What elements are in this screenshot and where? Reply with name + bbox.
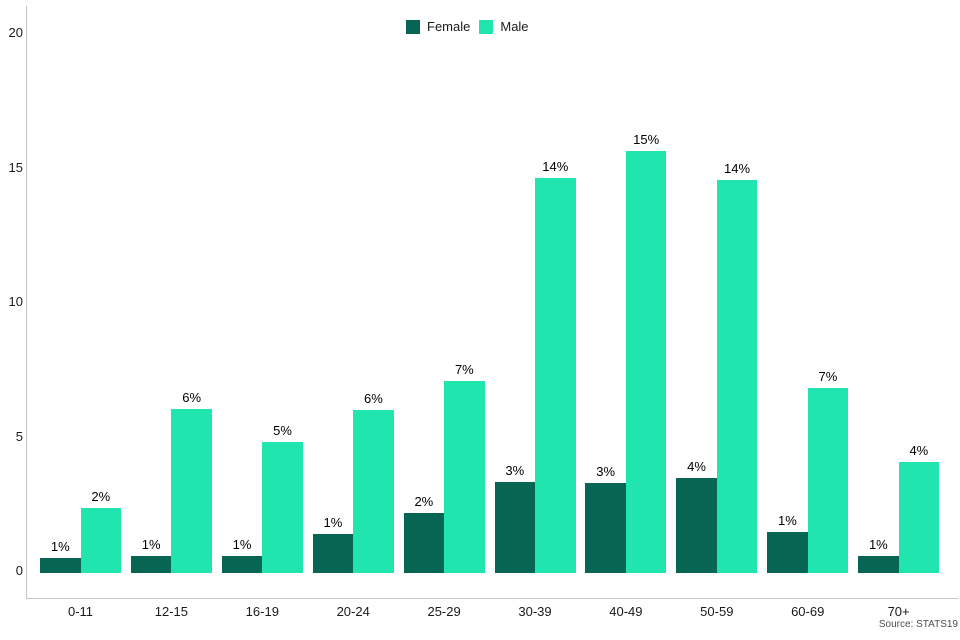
- bar-male-0-11: [80, 508, 121, 573]
- bar-female-0-11: [40, 558, 81, 573]
- legend-swatch-female: [406, 19, 420, 34]
- bar-label-male-0-11: 2%: [91, 489, 111, 504]
- bar-label-female-0-11: 1%: [50, 539, 70, 554]
- bar-female-12-15: [130, 556, 172, 573]
- bar-label-female-60-69: 1%: [778, 513, 797, 528]
- bar-female-70+: [858, 556, 899, 573]
- source-note: Source: STATS19: [878, 619, 958, 630]
- bar-label-female-12-15: 1%: [141, 537, 161, 552]
- chart-legend: Female Male: [406, 19, 529, 34]
- bar-male-70+: [898, 462, 940, 573]
- y-tick-label-10: 10: [8, 294, 23, 309]
- x-label-30-39: 30-39: [518, 604, 552, 619]
- bar-label-male-30-39: 14%: [542, 159, 569, 174]
- x-label-0-11: 0-11: [67, 604, 94, 619]
- x-label-12-15: 12-15: [154, 604, 189, 619]
- y-tick-label-20: 20: [8, 25, 23, 40]
- bar-female-30-39: [494, 482, 535, 573]
- legend-swatch-male: [479, 19, 494, 34]
- x-label-16-19: 16-19: [245, 604, 279, 619]
- bar-label-female-70+: 1%: [868, 537, 888, 552]
- bar-female-50-59: [676, 478, 717, 573]
- bar-male-30-39: [535, 178, 576, 573]
- bar-male-60-69: [807, 388, 849, 573]
- legend-label-male: Male: [500, 19, 529, 34]
- bar-label-female-25-29: 2%: [414, 494, 434, 509]
- bar-label-male-70+: 4%: [909, 443, 929, 458]
- bar-male-12-15: [171, 409, 212, 573]
- bar-female-25-29: [403, 513, 445, 573]
- legend-item-male: Male: [479, 19, 529, 34]
- y-tick-label-0: 0: [15, 563, 23, 578]
- bar-label-female-20-24: 1%: [323, 515, 343, 530]
- x-label-60-69: 60-69: [791, 604, 825, 619]
- bar-label-female-30-39: 3%: [505, 463, 525, 478]
- bar-male-25-29: [444, 381, 485, 573]
- y-tick-label-15: 15: [8, 159, 23, 175]
- bar-label-male-25-29: 7%: [454, 362, 474, 377]
- bar-male-40-49: [625, 151, 667, 573]
- bar-label-male-60-69: 7%: [818, 369, 838, 384]
- bar-label-male-20-24: 6%: [364, 391, 383, 406]
- legend-item-female: Female: [406, 19, 470, 34]
- bar-label-male-16-19: 5%: [273, 423, 292, 438]
- y-tick-label-5: 5: [15, 428, 23, 444]
- bar-label-male-50-59: 14%: [724, 161, 751, 176]
- bar-label-female-16-19: 1%: [232, 537, 252, 552]
- bar-female-16-19: [221, 556, 263, 573]
- y-axis-line: [26, 6, 27, 598]
- bar-male-16-19: [262, 442, 303, 573]
- x-label-50-59: 50-59: [700, 604, 734, 619]
- x-label-25-29: 25-29: [427, 604, 461, 619]
- bar-male-20-24: [353, 410, 394, 573]
- bar-label-female-50-59: 4%: [687, 459, 706, 474]
- bar-female-40-49: [585, 483, 626, 573]
- bar-female-20-24: [312, 534, 354, 573]
- bar-female-60-69: [767, 532, 808, 573]
- bar-label-male-12-15: 6%: [182, 390, 202, 405]
- x-label-20-24: 20-24: [336, 604, 370, 619]
- bar-label-female-40-49: 3%: [596, 464, 616, 479]
- bar-male-50-59: [716, 180, 758, 573]
- x-axis-line: [26, 598, 958, 599]
- bar-label-male-40-49: 15%: [633, 132, 660, 147]
- x-label-70+: 70+: [887, 604, 910, 619]
- legend-label-female: Female: [427, 19, 471, 34]
- x-label-40-49: 40-49: [609, 604, 643, 619]
